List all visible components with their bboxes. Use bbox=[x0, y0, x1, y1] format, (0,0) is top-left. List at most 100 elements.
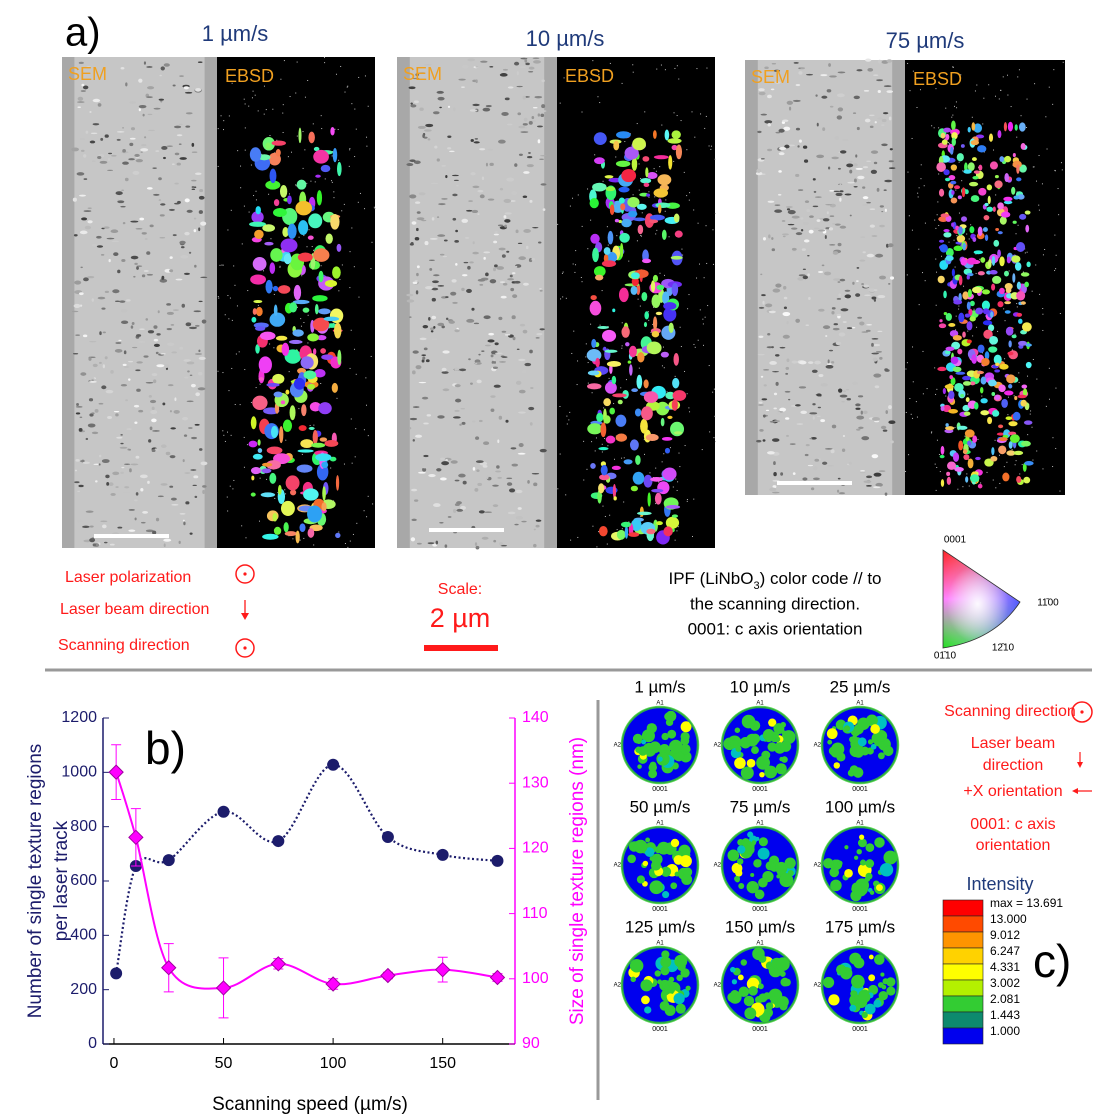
sem-texture bbox=[517, 452, 526, 455]
sem-texture bbox=[170, 497, 177, 501]
sem-texture bbox=[490, 354, 494, 358]
pole-patch bbox=[851, 739, 860, 747]
sem-texture bbox=[799, 360, 807, 365]
sem-texture bbox=[419, 107, 424, 111]
ebsd-noise bbox=[632, 64, 634, 66]
ebsd-noise bbox=[958, 305, 960, 307]
sem-texture bbox=[427, 542, 435, 545]
ebsd-grain bbox=[277, 285, 291, 294]
ebsd-noise bbox=[1027, 434, 1029, 436]
sem-texture bbox=[774, 420, 781, 423]
ebsd-noise bbox=[220, 115, 222, 117]
ebsd-grain bbox=[601, 260, 617, 268]
ebsd-noise bbox=[587, 382, 589, 384]
pole-patch bbox=[751, 840, 756, 845]
y2-tick-label: 110 bbox=[522, 905, 548, 922]
ebsd-grain bbox=[590, 233, 600, 244]
pole-patch bbox=[768, 718, 777, 727]
ebsd-grain bbox=[619, 243, 624, 258]
ebsd-grain bbox=[658, 204, 662, 214]
sem-texture bbox=[452, 193, 458, 197]
ebsd-grain bbox=[605, 435, 616, 444]
ebsd-noise bbox=[1033, 166, 1035, 168]
ebsd-noise bbox=[676, 115, 678, 117]
sem-texture bbox=[881, 210, 884, 213]
sem-texture bbox=[421, 396, 429, 400]
sem-texture bbox=[157, 495, 164, 498]
ebsd-grain bbox=[994, 394, 1001, 401]
ebsd-grain bbox=[265, 142, 271, 150]
sem-texture bbox=[870, 150, 879, 154]
ebsd-noise bbox=[907, 62, 909, 64]
sem-texture bbox=[809, 412, 818, 415]
ebsd-noise bbox=[233, 479, 235, 481]
ebsd-noise bbox=[995, 487, 997, 489]
ebsd-noise bbox=[916, 416, 918, 418]
sem-texture bbox=[852, 381, 858, 385]
sem-texture bbox=[184, 376, 189, 379]
ebsd-grain bbox=[950, 356, 959, 365]
sem-texture bbox=[864, 118, 871, 123]
sem-texture bbox=[772, 288, 781, 293]
ebsd-noise bbox=[909, 90, 911, 92]
ebsd-noise bbox=[983, 151, 985, 153]
ebsd-noise bbox=[938, 127, 940, 129]
sem-texture bbox=[540, 183, 547, 186]
sem-texture bbox=[535, 524, 540, 528]
ebsd-noise bbox=[687, 308, 689, 310]
sem-texture bbox=[421, 354, 427, 357]
ebsd-grain bbox=[1022, 462, 1027, 472]
ebsd-noise bbox=[691, 111, 693, 113]
ebsd-noise bbox=[566, 423, 568, 425]
ebsd-noise bbox=[223, 129, 225, 131]
ebsd-grain bbox=[964, 313, 971, 318]
sem-texture bbox=[758, 335, 764, 338]
sem-texture bbox=[760, 113, 768, 116]
sem-texture bbox=[528, 406, 535, 411]
ipf-corner: 12̄10 bbox=[992, 643, 1015, 654]
ebsd-noise bbox=[1059, 490, 1061, 492]
ebsd-grain bbox=[589, 300, 602, 316]
ebsd-noise bbox=[983, 97, 985, 99]
ebsd-grain bbox=[615, 414, 627, 427]
sem-texture bbox=[511, 463, 519, 467]
ebsd-grain bbox=[631, 519, 642, 532]
sem-texture bbox=[453, 531, 458, 534]
pole-title: 25 µm/s bbox=[830, 677, 891, 696]
sem-texture bbox=[807, 273, 810, 277]
ebsd-grain bbox=[1005, 287, 1012, 294]
pole-patch bbox=[632, 733, 643, 744]
ebsd-noise bbox=[712, 391, 714, 393]
pole-patch bbox=[747, 831, 754, 838]
ebsd-grain bbox=[615, 433, 628, 442]
ebsd-noise bbox=[982, 123, 984, 125]
sem-texture bbox=[501, 330, 507, 333]
sem-texture bbox=[166, 311, 174, 315]
sem-texture bbox=[520, 131, 529, 133]
pole-patch bbox=[635, 746, 642, 754]
pole-patch bbox=[673, 750, 685, 762]
sem-texture bbox=[828, 349, 834, 352]
ebsd-grain bbox=[999, 363, 1009, 370]
pole-axis: A2 bbox=[814, 983, 822, 989]
sem-texture bbox=[782, 235, 786, 238]
ebsd-grain bbox=[614, 218, 620, 223]
ebsd-grain bbox=[1016, 475, 1022, 483]
sem-texture bbox=[198, 227, 201, 232]
ebsd-noise bbox=[648, 191, 650, 193]
ebsd-noise bbox=[696, 68, 698, 70]
ebsd-noise bbox=[979, 258, 981, 260]
legend-text: Scanning direction bbox=[944, 703, 1076, 720]
point bbox=[491, 854, 504, 867]
ebsd-noise bbox=[1007, 396, 1009, 398]
ebsd-noise bbox=[922, 272, 924, 274]
colorbar-cell bbox=[942, 1011, 984, 1029]
ebsd-grain bbox=[600, 422, 607, 438]
ebsd-noise bbox=[1054, 234, 1056, 236]
sem-texture bbox=[189, 326, 197, 330]
sem-texture bbox=[122, 491, 131, 494]
sem-texture bbox=[146, 187, 153, 190]
ebsd-grain bbox=[962, 404, 970, 412]
ebsd-grain bbox=[939, 319, 943, 323]
sem-texture bbox=[459, 368, 467, 372]
